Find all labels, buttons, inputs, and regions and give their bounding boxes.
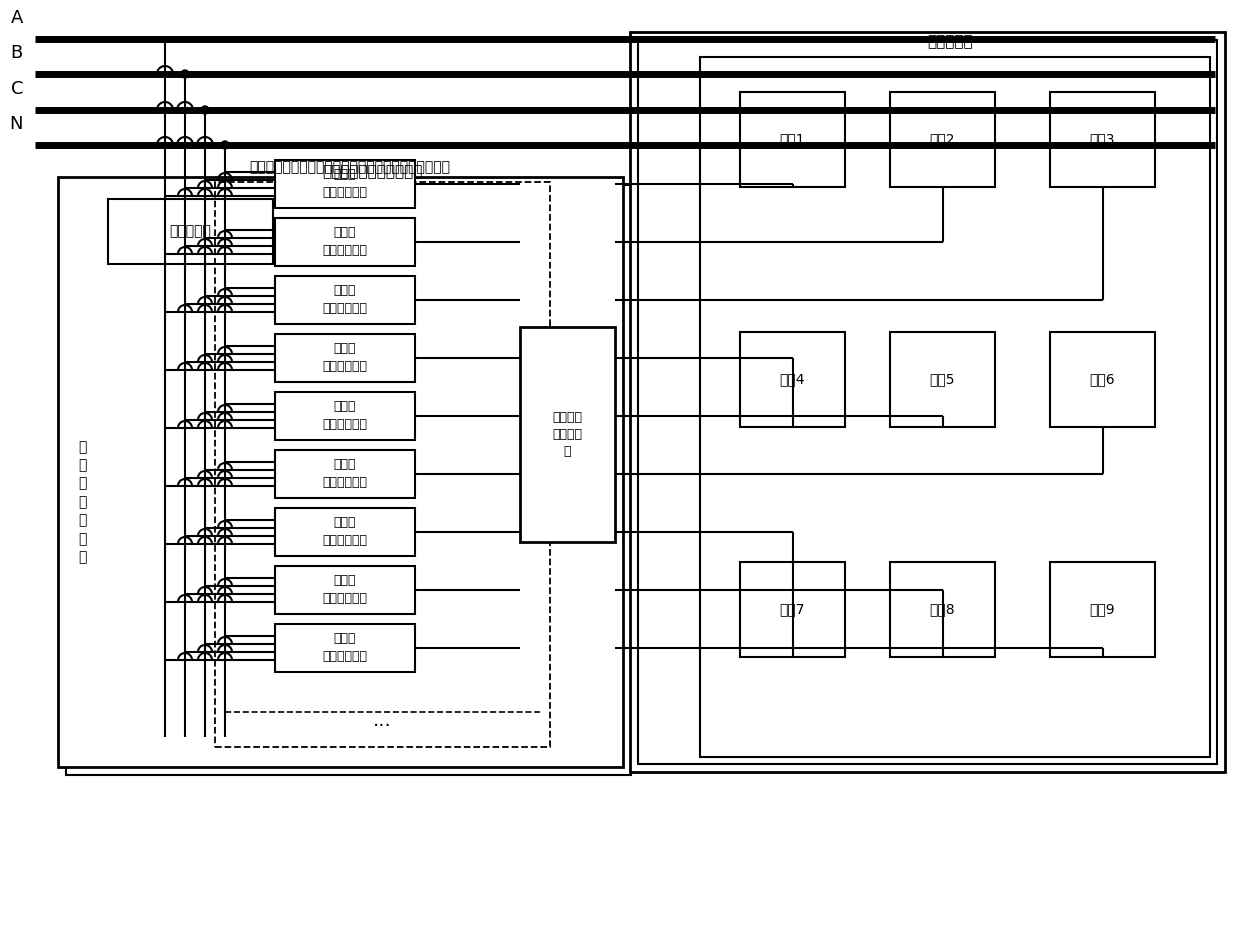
Text: 物联网: 物联网 [333, 459, 357, 472]
Text: 三相断路器: 三相断路器 [170, 225, 212, 239]
Text: 电表4: 电表4 [779, 373, 805, 387]
Text: C: C [10, 80, 24, 98]
Text: N: N [10, 115, 24, 133]
Bar [275, 276, 415, 324]
Bar [275, 334, 415, 382]
Text: 智能调相装置: 智能调相装置 [322, 303, 368, 316]
Bar [275, 624, 415, 672]
Text: 电表6: 电表6 [1089, 373, 1115, 387]
Text: B: B [11, 44, 24, 62]
Bar [108, 199, 273, 264]
Bar [275, 566, 415, 614]
Text: 智能调相装置: 智能调相装置 [322, 418, 368, 432]
Text: 物联网: 物联网 [333, 226, 357, 240]
Text: 电表5: 电表5 [929, 373, 955, 387]
Bar [520, 327, 615, 542]
Bar [216, 182, 550, 747]
Bar [890, 562, 995, 657]
Text: 智能调相装置: 智能调相装置 [322, 186, 368, 199]
Bar [275, 392, 415, 440]
Text: 电表1: 电表1 [779, 132, 805, 146]
Circle shape [201, 106, 209, 114]
Bar [275, 508, 415, 556]
Bar [1049, 562, 1155, 657]
Text: 智能调相装置: 智能调相装置 [322, 651, 368, 664]
Bar [275, 218, 415, 266]
Bar [700, 57, 1211, 757]
Text: 单相电源
集中输出
端: 单相电源 集中输出 端 [553, 411, 582, 458]
Text: 智能调相装置: 智能调相装置 [322, 361, 368, 374]
Bar [275, 450, 415, 498]
Bar [66, 185, 631, 775]
Bar [1049, 332, 1155, 427]
Text: 智能调相装置: 智能调相装置 [322, 244, 368, 257]
Bar [890, 92, 995, 187]
Bar [740, 92, 845, 187]
Bar [1049, 92, 1155, 187]
Bar [740, 332, 845, 427]
Text: 用户电表箱: 用户电表箱 [927, 34, 973, 49]
Circle shape [221, 141, 229, 149]
Text: 三
相
电
源
输
入
端: 三 相 电 源 输 入 端 [78, 440, 87, 564]
Text: 物联网: 物联网 [333, 342, 357, 355]
Text: 智能调相装置: 智能调相装置 [322, 534, 368, 547]
Text: 电表2: 电表2 [929, 132, 955, 146]
Text: 电表9: 电表9 [1089, 602, 1115, 616]
Bar [740, 562, 845, 657]
Text: 物联网: 物联网 [333, 633, 357, 646]
Text: 物联网: 物联网 [333, 401, 357, 414]
Text: 物联网: 物联网 [333, 574, 357, 587]
Bar [58, 177, 623, 767]
Bar [890, 332, 995, 427]
Text: A: A [11, 9, 24, 27]
Bar [629, 32, 1225, 772]
Text: 基于物联网、大数据的低压自动预分布三相线路平衡箱: 基于物联网、大数据的低压自动预分布三相线路平衡箱 [249, 160, 451, 174]
Bar [275, 160, 415, 208]
Text: 物联网: 物联网 [333, 169, 357, 182]
Text: 电表3: 电表3 [1090, 132, 1115, 146]
Text: 智能调相装置: 智能调相装置 [322, 593, 368, 606]
Bar [638, 40, 1217, 764]
Circle shape [181, 70, 190, 78]
Text: 电表7: 电表7 [779, 602, 805, 616]
Text: 物联网: 物联网 [333, 284, 357, 297]
Text: 智能调相装置: 智能调相装置 [322, 476, 368, 489]
Text: 物联网智能机群分配模块: 物联网智能机群分配模块 [322, 165, 422, 180]
Text: 电表8: 电表8 [929, 602, 955, 616]
Text: 物联网: 物联网 [333, 516, 357, 529]
Text: ···: ··· [373, 718, 392, 736]
